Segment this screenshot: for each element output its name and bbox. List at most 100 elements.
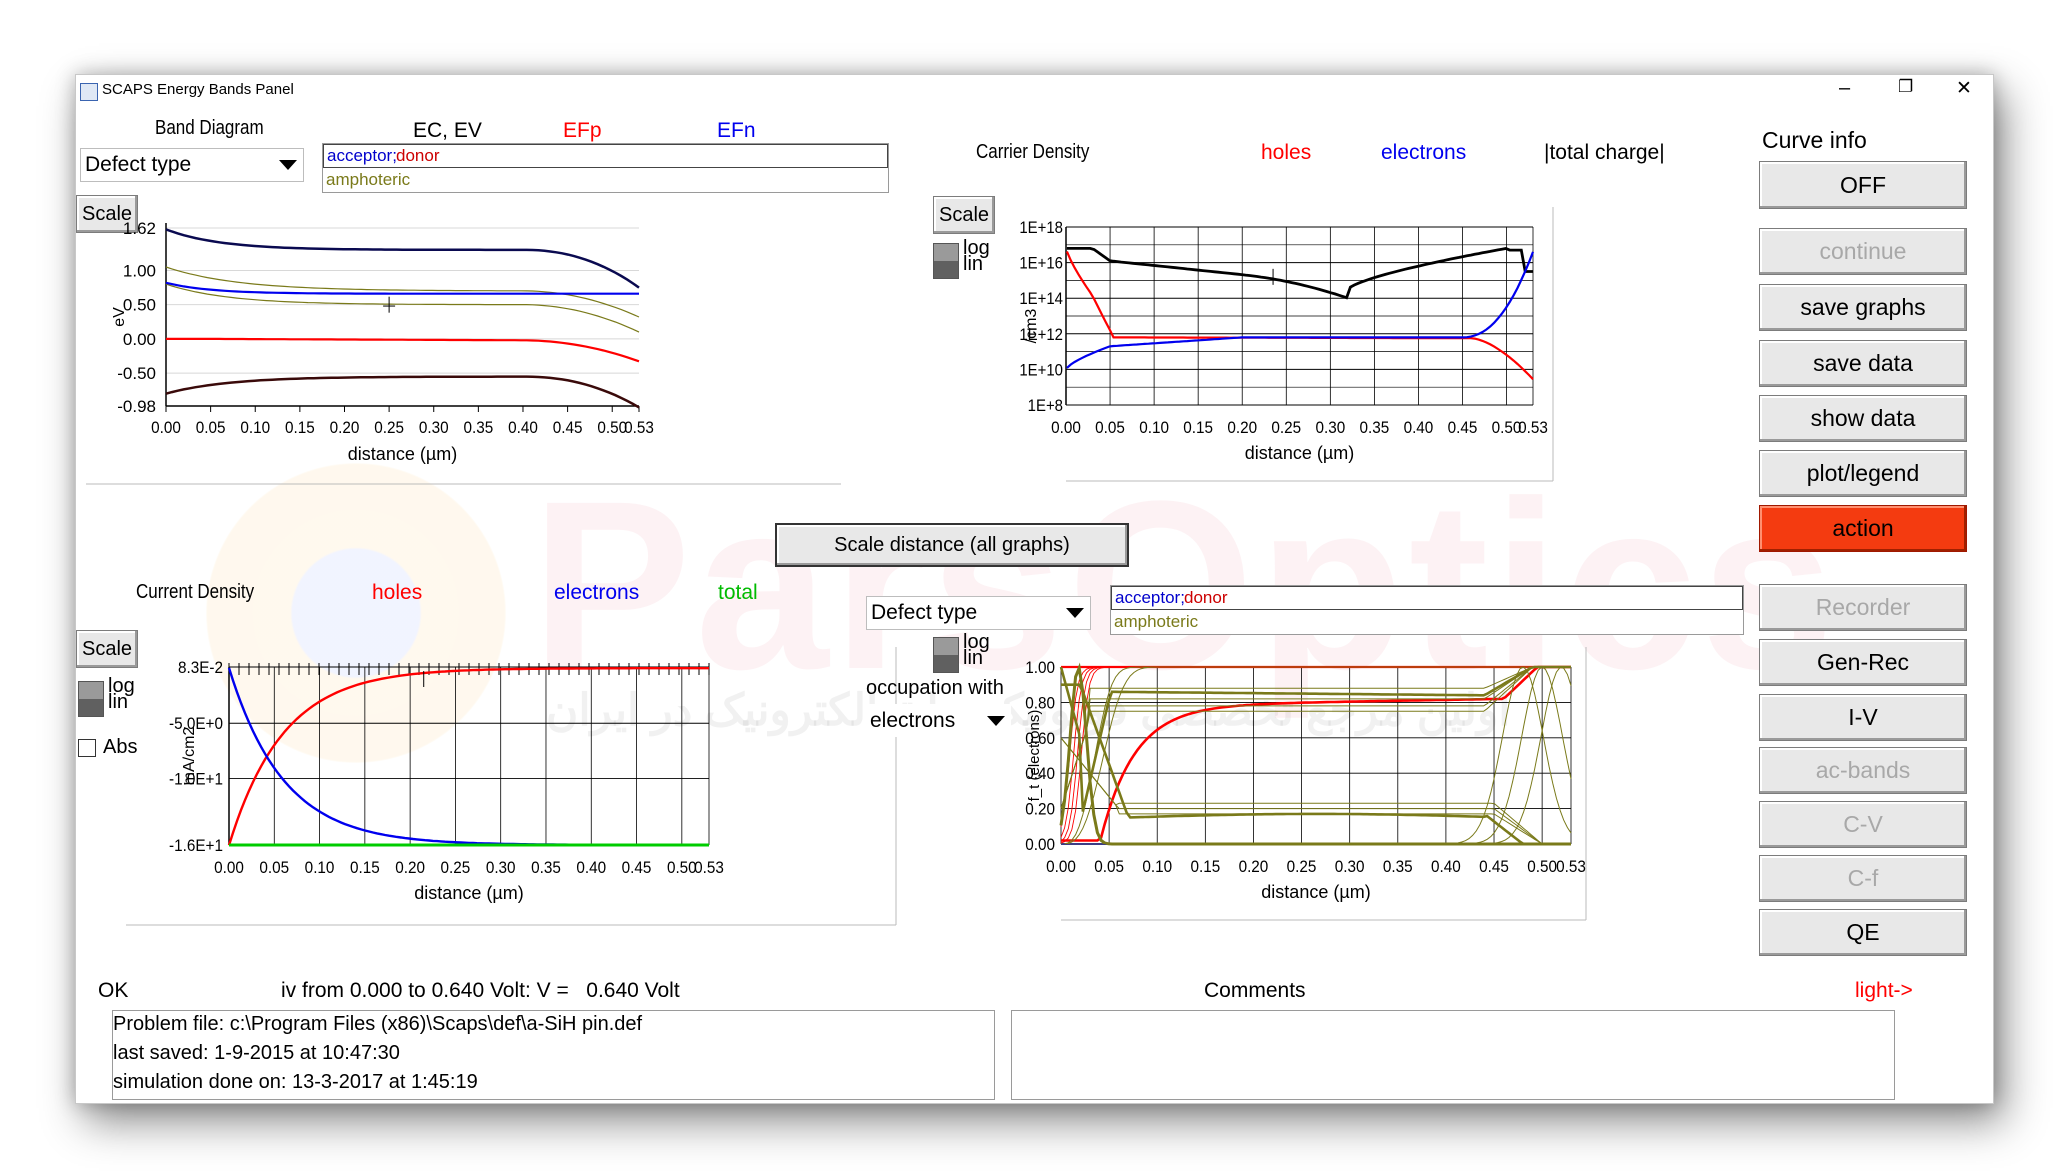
- occupation-axes: 1.00 0.80 0.60 0.40 0.20 0.00 0.00 0.05 0.10 0.15…: [1025, 647, 1587, 921]
- ac-bands-button[interactable]: ac-bands: [1759, 747, 1967, 794]
- save-graphs-button[interactable]: save graphs: [1759, 284, 1967, 331]
- x-tick-label: 0.50: [1492, 418, 1522, 437]
- cf-button[interactable]: C-f: [1759, 855, 1967, 902]
- action-button[interactable]: action: [1759, 505, 1967, 552]
- qe-button[interactable]: QE: [1759, 909, 1967, 956]
- legend-holes: holes: [1261, 141, 1312, 164]
- x-tick-label: 0.30: [1315, 418, 1345, 437]
- close-icon[interactable]: ✕: [1956, 78, 1972, 99]
- occupation-defect-list[interactable]: acceptor; donor amphoteric: [1110, 585, 1744, 635]
- x-tick-label: 0.40: [1404, 418, 1434, 437]
- x-tick-label: 0.15: [1190, 857, 1220, 876]
- plot-legend-button[interactable]: plot/legend: [1759, 450, 1967, 497]
- x-tick-label: 0.53: [1518, 418, 1548, 437]
- minimize-icon[interactable]: –: [1839, 77, 1851, 99]
- carrier-log-lin-toggle[interactable]: log lin: [933, 238, 1003, 281]
- amphoteric-left-rise: [1060, 666, 1571, 845]
- x-tick-label: 0.10: [240, 418, 270, 437]
- defect-amphoteric-label[interactable]: amphoteric: [1114, 612, 1199, 631]
- x-tick-label: 0.53: [694, 858, 724, 877]
- iv-button[interactable]: I-V: [1759, 694, 1967, 741]
- watermark-logo-icon: [206, 463, 506, 763]
- x-tick-label: 0.53: [1556, 857, 1586, 876]
- comments-label: Comments: [1204, 979, 1306, 1002]
- curve-info-off-button[interactable]: OFF: [1759, 161, 1967, 209]
- cv-button[interactable]: C-V: [1759, 801, 1967, 848]
- amphoteric-thin-curve: [1060, 666, 1571, 809]
- occupation-defect-type-select[interactable]: Defect type: [866, 596, 1091, 630]
- y-tick-label: 0.00: [1025, 835, 1055, 854]
- scaps-window: SCAPS Energy Bands Panel – ❐ ✕ ParsOptic…: [75, 74, 1994, 1104]
- y-tick-label: 1.00: [123, 261, 156, 280]
- carrier-scale-button[interactable]: Scale: [933, 196, 995, 234]
- light-indicator[interactable]: light->: [1855, 979, 1913, 1002]
- x-axis-label: distance (µm): [1245, 443, 1354, 463]
- carrier-density-chart: 0.00 0.05 0.10 0.15 0.20 0.25 0.30 0.35 0.40 0.45…: [1019, 207, 1554, 482]
- lin-label: lin: [963, 647, 984, 669]
- abs-checkbox[interactable]: [78, 739, 96, 757]
- x-tick-label: 0.30: [419, 418, 449, 437]
- chevron-down-icon: [987, 715, 1005, 726]
- band-curves: [165, 228, 640, 409]
- x-tick-label: 0.20: [395, 858, 425, 877]
- current-curves: [227, 667, 709, 847]
- x-tick-label: 0.15: [1183, 418, 1213, 437]
- defect-list-item-selected[interactable]: acceptor; donor: [323, 144, 888, 168]
- maximize-icon[interactable]: ❐: [1898, 77, 1914, 96]
- x-tick-label: 0.25: [441, 858, 471, 877]
- y-tick-label: 1E+8: [1028, 397, 1063, 415]
- occupation-defect-type-value: Defect type: [871, 601, 978, 624]
- holes-curve: [1065, 251, 1534, 380]
- y-tick-label: 1.00: [1025, 658, 1055, 677]
- occupation-log-lin-toggle[interactable]: log lin: [933, 631, 1003, 675]
- x-tick-label: 0.25: [1287, 857, 1317, 876]
- electrons-current-curve: [227, 667, 709, 847]
- lin-label: lin: [108, 691, 129, 713]
- x-tick-label: 0.25: [374, 418, 404, 437]
- y-tick-label: 1E+14: [1019, 290, 1063, 308]
- save-data-button[interactable]: save data: [1759, 340, 1967, 387]
- comments-textarea[interactable]: [1011, 1010, 1895, 1100]
- x-tick-label: 0.40: [508, 418, 538, 437]
- continue-button[interactable]: continue: [1759, 228, 1967, 275]
- y-tick-label: -0.50: [117, 364, 156, 383]
- carrier-axes: 0.00 0.05 0.10 0.15 0.20 0.25 0.30 0.35 0.40 0.45…: [1019, 207, 1554, 482]
- x-tick-label: 0.45: [1448, 418, 1478, 437]
- log-label: log: [963, 631, 990, 653]
- gen-rec-button[interactable]: Gen-Rec: [1759, 639, 1967, 686]
- last-saved-text: last saved: 1-9-2015 at 10:47:30: [113, 1042, 400, 1064]
- band-defect-type-select[interactable]: Defect type: [80, 148, 304, 182]
- carrier-density-title: Carrier Density: [976, 141, 1090, 163]
- recorder-button[interactable]: Recorder: [1759, 584, 1967, 631]
- current-log-lin-toggle[interactable]: log lin: [78, 676, 148, 719]
- y-tick-label: 1E+12: [1019, 326, 1063, 344]
- problem-file-info-box: Problem file: c:\Program Files (x86)\Sca…: [112, 1010, 995, 1100]
- scale-distance-all-button[interactable]: Scale distance (all graphs): [775, 523, 1129, 567]
- amphoteric-thin-curve: [1060, 666, 1571, 809]
- y-tick-label: 0.20: [1025, 800, 1055, 819]
- legend-current-holes: holes: [372, 581, 423, 604]
- abs-label: Abs: [103, 736, 138, 758]
- legend-ec-ev: EC, EV: [413, 119, 482, 142]
- legend-efn: EFn: [717, 119, 756, 142]
- title-bar: SCAPS Energy Bands Panel – ❐ ✕: [76, 75, 1993, 111]
- legend-current-total: total: [718, 581, 758, 604]
- current-axes: 8.3E-2 -5.0E+0 -1.0E+1 -1.6E+1 0.00 0.05 0.10 0…: [126, 647, 897, 926]
- x-tick-label: 0.10: [305, 858, 335, 877]
- defect-amphoteric-label[interactable]: amphoteric: [326, 170, 411, 189]
- amphoteric-upper-curve: [1059, 665, 1571, 812]
- amphoteric-lower-curve: [1061, 683, 1571, 846]
- band-scale-button[interactable]: Scale: [76, 195, 138, 233]
- y-tick-label: -1.0E+1: [169, 770, 223, 789]
- show-data-button[interactable]: show data: [1759, 395, 1967, 442]
- band-diagram-title: Band Diagram: [155, 117, 264, 139]
- y-tick-label: 0.80: [1025, 694, 1055, 713]
- total-charge-curve: [1066, 247, 1533, 300]
- x-tick-label: 0.35: [1360, 418, 1390, 437]
- current-scale-button[interactable]: Scale: [76, 630, 138, 668]
- x-tick-label: 0.20: [330, 418, 360, 437]
- band-defect-list[interactable]: acceptor; donor amphoteric: [322, 143, 889, 193]
- occupation-carrier-select[interactable]: electrons: [866, 704, 1011, 737]
- x-tick-label: 0.00: [214, 858, 244, 877]
- defect-list-item-selected[interactable]: acceptor; donor: [1111, 586, 1743, 610]
